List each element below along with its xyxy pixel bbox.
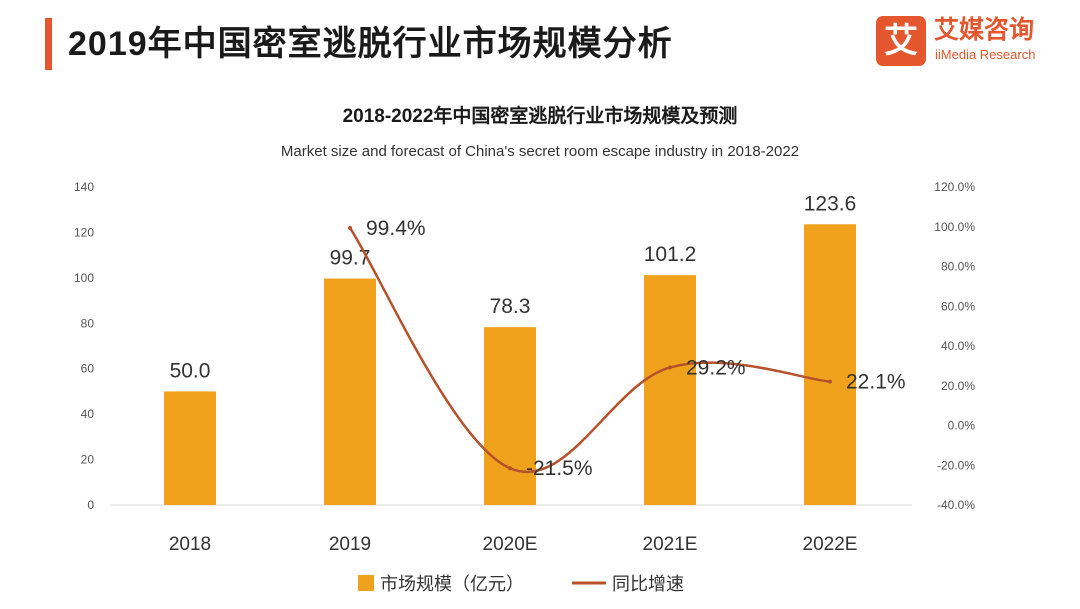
bar-label-2019: 99.7 (330, 247, 371, 270)
left-axis-tick: 140 (74, 180, 94, 194)
logo-name-cn: 艾媒咨询 (934, 16, 1035, 44)
chart-title: 2018-2022年中国密室逃脱行业市场规模及预测 (343, 104, 738, 127)
right-axis-tick: 0.0% (948, 419, 976, 433)
line-label-2022E: 22.1% (846, 371, 906, 394)
line-label-2020E: -21.5% (526, 457, 593, 480)
right-axis-tick: 120.0% (934, 180, 975, 194)
left-axis-tick: 80 (81, 316, 95, 330)
bar-2020E (484, 327, 536, 505)
right-axis-tick: 100.0% (934, 220, 975, 234)
left-axis-tick: 20 (81, 453, 95, 467)
right-axis-tick: 60.0% (941, 299, 975, 313)
legend-label-bar: 市场规模（亿元） (380, 574, 524, 594)
right-axis-tick: 20.0% (941, 379, 975, 393)
right-axis-tick: -20.0% (937, 458, 975, 472)
right-axis-tick: 80.0% (941, 260, 975, 274)
legend-swatch-bar (358, 575, 374, 591)
bar-2019 (324, 278, 376, 505)
bar-2022E (804, 224, 856, 505)
line-point-2022E (828, 379, 832, 384)
legend-label-line: 同比增速 (612, 574, 684, 594)
x-axis-tick-2022E: 2022E (803, 534, 858, 555)
line-point-2020E (508, 466, 512, 471)
line-point-2019 (348, 225, 352, 230)
bar-2018 (164, 391, 216, 505)
bar-label-2021E: 101.2 (644, 243, 697, 266)
left-axis-tick: 60 (81, 362, 95, 376)
bar-label-2018: 50.0 (170, 359, 211, 382)
right-axis-tick: 40.0% (941, 339, 975, 353)
left-axis-tick: 100 (74, 271, 94, 285)
x-axis-tick-2020E: 2020E (483, 534, 538, 555)
left-axis-tick: 0 (87, 498, 94, 512)
bar-label-2020E: 78.3 (490, 295, 531, 318)
line-label-2019: 99.4% (366, 217, 426, 240)
line-label-2021E: 29.2% (686, 356, 746, 379)
logo-mark-icon: 艾 (876, 16, 926, 66)
x-axis-tick-2021E: 2021E (643, 534, 698, 555)
left-axis-tick: 40 (81, 407, 95, 421)
plot-area: 0 20 40 60 80 100 120 140 -40.0% -20.0% 0.0% 20.0% 4… (74, 180, 975, 594)
left-axis-tick: 120 (74, 225, 94, 239)
line-point-2021E (668, 365, 672, 370)
bar-2021E (644, 275, 696, 505)
title-accent-bar (45, 18, 52, 70)
logo-name-en: iiMedia Research (935, 47, 1036, 62)
bar-label-2022E: 123.6 (804, 192, 857, 215)
right-axis-tick: -40.0% (937, 498, 975, 512)
x-axis-tick-2019: 2019 (329, 534, 371, 555)
chart-subtitle: Market size and forecast of China's secr… (281, 143, 799, 160)
x-axis-tick-2018: 2018 (169, 534, 211, 555)
logo: 艾 艾媒咨询 iiMedia Research (876, 14, 1066, 70)
page-title: 2019年中国密室逃脱行业市场规模分析 (68, 25, 673, 63)
growth-rate-line (348, 227, 831, 474)
